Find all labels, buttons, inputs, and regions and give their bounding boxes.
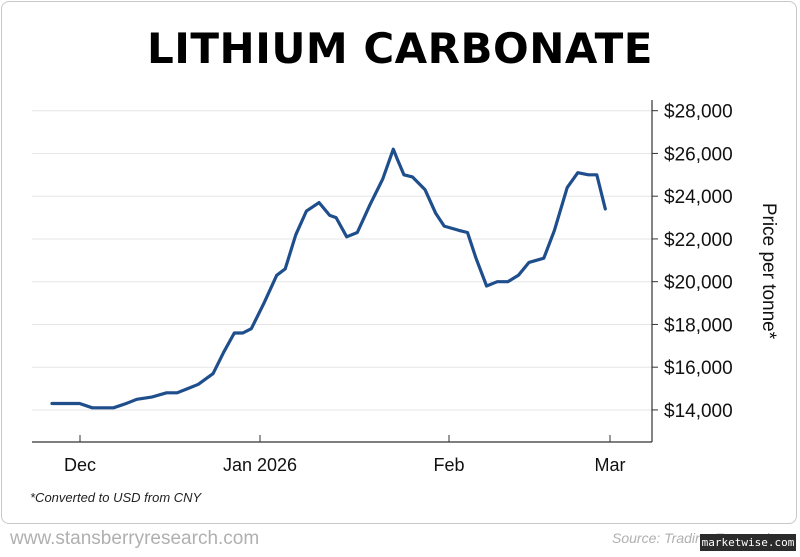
y-tick-label: $20,000 — [664, 273, 733, 294]
y-tick-label: $16,000 — [664, 358, 733, 379]
chart-card — [1, 1, 797, 524]
y-tick-label: $24,000 — [664, 187, 733, 208]
x-tick-label: Mar — [595, 455, 626, 475]
x-axis-ticks: Dec Jan 2026 Feb Mar — [64, 435, 626, 475]
y-tick-label: $28,000 — [664, 102, 733, 123]
website-link[interactable]: www.stansberryresearch.com — [10, 528, 260, 549]
gridlines — [32, 110, 652, 411]
price-line — [50, 147, 607, 410]
watermark: marketwise.com — [700, 534, 796, 551]
y-tick-label: $14,000 — [664, 401, 733, 422]
y-tick-label: $22,000 — [664, 230, 733, 251]
footnote: *Converted to USD from CNY — [30, 490, 202, 505]
y-tick-label: $26,000 — [664, 144, 733, 165]
y-axis-label: Price per tonne* — [758, 203, 779, 340]
y-tick-label: $18,000 — [664, 315, 733, 336]
chart-title: LITHIUM CARBONATE — [147, 24, 653, 73]
axes — [32, 100, 653, 443]
x-tick-label: Dec — [64, 455, 96, 475]
y-axis-ticks: $14,000 $16,000 $18,000 $20,000 $22,000 $24,0… — [652, 102, 733, 422]
x-tick-label: Jan 2026 — [223, 455, 297, 475]
x-tick-label: Feb — [433, 455, 464, 475]
